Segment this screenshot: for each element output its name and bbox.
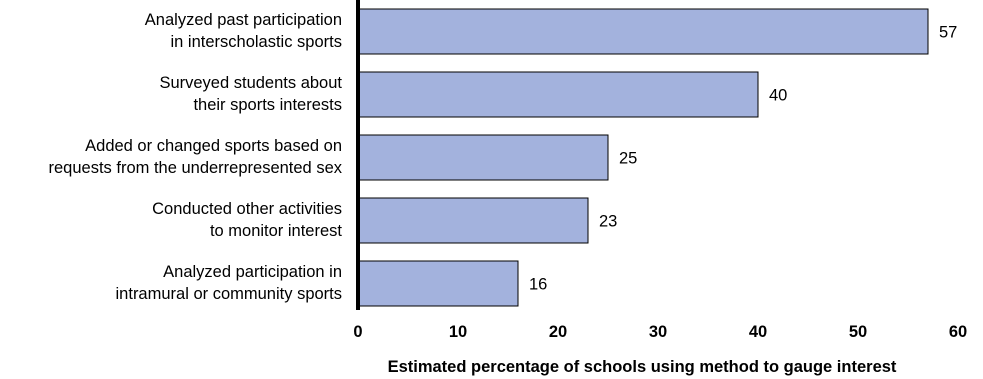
category-label-1: Surveyed students about their sports inte… xyxy=(159,74,342,114)
x-tick-label-6: 60 xyxy=(949,323,967,341)
category-label-0-line-1: in interscholastic sports xyxy=(171,33,343,51)
category-labels: Analyzed past participation in interschol… xyxy=(49,11,343,303)
value-label-1: 40 xyxy=(769,87,787,105)
category-label-1-line-0: Surveyed students about xyxy=(159,74,342,92)
x-tick-labels: 0 10 20 30 40 50 60 xyxy=(353,323,967,341)
value-label-0: 57 xyxy=(939,24,957,42)
x-tick-label-3: 30 xyxy=(649,323,667,341)
bar-0 xyxy=(357,8,929,55)
category-label-2-line-0: Added or changed sports based on xyxy=(85,137,342,155)
x-tick-label-5: 50 xyxy=(849,323,867,341)
category-label-4-line-0: Analyzed participation in xyxy=(163,263,342,281)
x-tick-label-2: 20 xyxy=(549,323,567,341)
category-label-1-line-1: their sports interests xyxy=(193,96,342,114)
category-label-3-line-1: to monitor interest xyxy=(210,222,342,240)
bar-3 xyxy=(357,197,589,244)
category-label-2: Added or changed sports based on requests… xyxy=(49,137,343,177)
category-label-4: Analyzed participation in intramural or c… xyxy=(116,263,342,303)
x-tick-label-0: 0 xyxy=(353,323,362,341)
value-label-3: 23 xyxy=(599,213,617,231)
x-tick-label-4: 40 xyxy=(749,323,767,341)
category-label-3: Conducted other activities to monitor int… xyxy=(152,200,342,240)
bar-2 xyxy=(357,134,609,181)
value-label-2: 25 xyxy=(619,150,637,168)
category-label-3-line-0: Conducted other activities xyxy=(152,200,342,218)
x-axis-title: Estimated percentage of schools using me… xyxy=(388,358,897,376)
category-label-2-line-1: requests from the underrepresented sex xyxy=(49,159,343,177)
bar-4 xyxy=(357,260,519,307)
bars-group xyxy=(357,8,929,307)
x-tick-label-1: 10 xyxy=(449,323,467,341)
category-label-0: Analyzed past participation in interschol… xyxy=(145,11,342,51)
value-label-4: 16 xyxy=(529,276,547,294)
bar-1 xyxy=(357,71,759,118)
value-labels: 57 40 25 23 16 xyxy=(529,24,957,294)
category-label-0-line-0: Analyzed past participation xyxy=(145,11,342,29)
category-label-4-line-1: intramural or community sports xyxy=(116,285,342,303)
